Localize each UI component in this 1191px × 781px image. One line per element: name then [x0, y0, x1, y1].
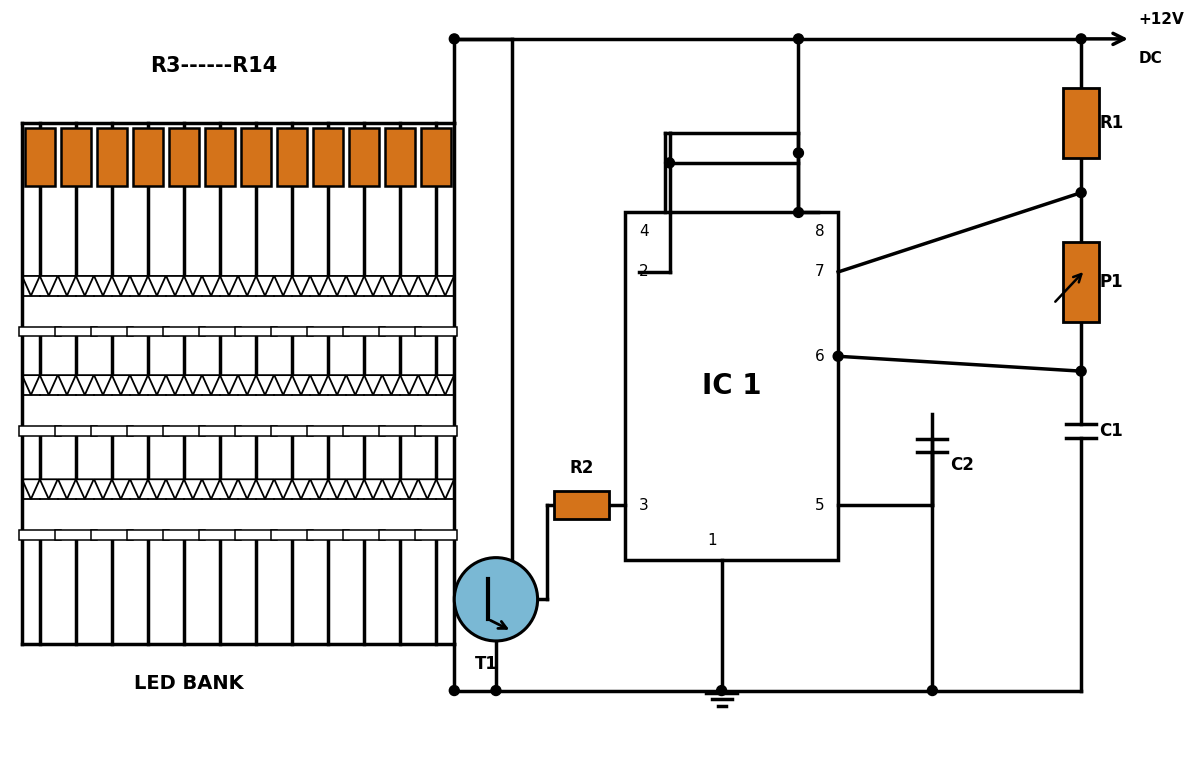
Text: P1: P1 [1099, 273, 1123, 291]
Bar [25, 128, 55, 186]
Circle shape [834, 351, 843, 362]
Text: R3------R14: R3------R14 [150, 55, 276, 76]
Bar [1064, 242, 1099, 322]
Bar [19, 426, 61, 436]
Circle shape [793, 34, 804, 44]
Bar [272, 530, 313, 540]
Bar [380, 426, 422, 436]
Bar [163, 530, 205, 540]
Bar [236, 426, 276, 436]
Bar [236, 326, 276, 337]
Bar [386, 128, 416, 186]
Bar [380, 326, 422, 337]
Bar [91, 426, 132, 436]
Circle shape [491, 686, 501, 696]
Bar [127, 426, 169, 436]
Circle shape [928, 686, 937, 696]
Bar [272, 326, 313, 337]
Bar [307, 426, 349, 436]
Bar [163, 326, 205, 337]
Text: 4: 4 [638, 224, 648, 239]
Circle shape [793, 208, 804, 217]
Text: 3: 3 [638, 497, 649, 512]
Text: 1: 1 [707, 533, 717, 547]
Bar [272, 426, 313, 436]
Text: DC: DC [1139, 51, 1162, 66]
Bar [380, 530, 422, 540]
Bar [127, 530, 169, 540]
Text: R1: R1 [1099, 114, 1123, 132]
Text: 2: 2 [638, 265, 648, 280]
Bar [199, 326, 241, 337]
Text: 6: 6 [815, 349, 824, 364]
Bar [205, 128, 235, 186]
Bar [127, 326, 169, 337]
Bar [349, 128, 379, 186]
Circle shape [665, 158, 674, 168]
Bar [307, 530, 349, 540]
Text: T1: T1 [474, 654, 498, 672]
Bar [55, 326, 96, 337]
Bar [343, 426, 385, 436]
Bar [236, 530, 276, 540]
Bar [163, 426, 205, 436]
Bar [133, 128, 163, 186]
Bar [199, 530, 241, 540]
Circle shape [793, 148, 804, 158]
Bar [55, 530, 96, 540]
Text: 8: 8 [815, 224, 824, 239]
Text: 7: 7 [815, 265, 824, 280]
Bar [55, 426, 96, 436]
Circle shape [454, 558, 537, 641]
Text: C2: C2 [950, 456, 974, 474]
Bar [199, 426, 241, 436]
Circle shape [1077, 187, 1086, 198]
Text: 5: 5 [815, 497, 824, 512]
Circle shape [1077, 366, 1086, 376]
Bar [61, 128, 91, 186]
Circle shape [449, 34, 460, 44]
Bar [416, 530, 457, 540]
Bar [169, 128, 199, 186]
Bar [278, 128, 307, 186]
Bar [91, 530, 132, 540]
Circle shape [717, 686, 727, 696]
Circle shape [1077, 34, 1086, 44]
Bar [19, 530, 61, 540]
Circle shape [449, 686, 460, 696]
Bar [625, 212, 838, 560]
Bar [242, 128, 270, 186]
Text: IC 1: IC 1 [701, 372, 761, 400]
Bar [96, 128, 126, 186]
Bar [422, 128, 451, 186]
Bar [343, 326, 385, 337]
Bar [343, 530, 385, 540]
Text: LED BANK: LED BANK [133, 674, 243, 693]
Bar [416, 326, 457, 337]
Bar [313, 128, 343, 186]
Text: +12V: +12V [1139, 12, 1184, 27]
Bar [307, 326, 349, 337]
Bar [416, 426, 457, 436]
Bar [19, 326, 61, 337]
Bar [91, 326, 132, 337]
Text: C1: C1 [1099, 422, 1123, 440]
Text: R2: R2 [569, 459, 593, 477]
Bar [1064, 88, 1099, 158]
Bar [554, 491, 609, 519]
